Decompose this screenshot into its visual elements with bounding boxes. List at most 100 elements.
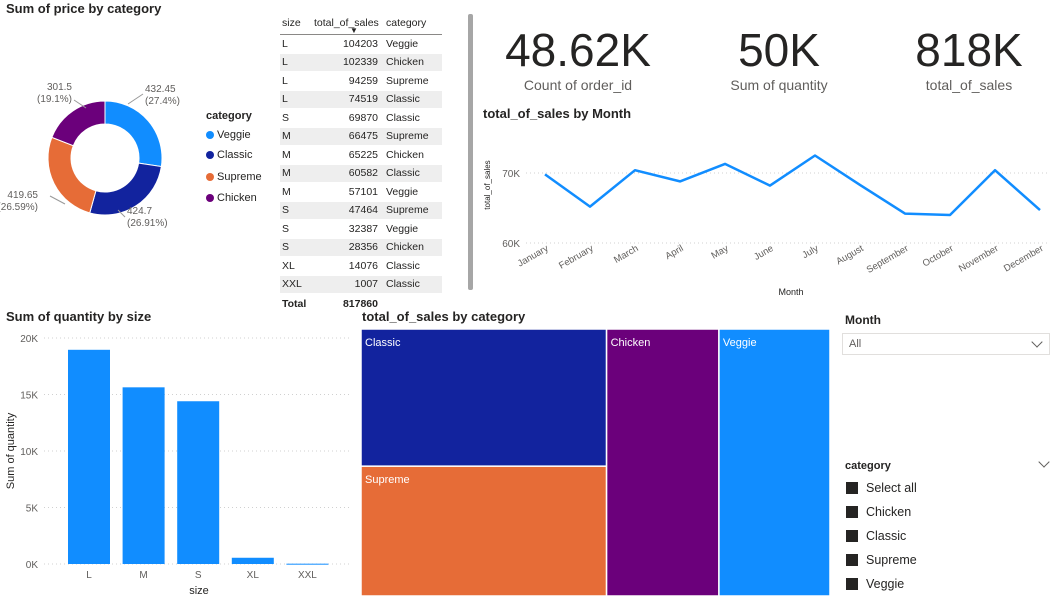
- donut-data-percent: (27.4%): [145, 96, 180, 107]
- bar-m[interactable]: [122, 387, 165, 564]
- line-x-tick-label: January: [516, 243, 551, 270]
- column-header-total-of-sales[interactable]: total_of_sales ▼: [312, 12, 384, 35]
- legend-dot-icon: [206, 151, 214, 159]
- table-row[interactable]: XXL 1007 Classic: [280, 275, 442, 294]
- option-label: Select all: [866, 481, 917, 495]
- cell-total-of-sales: 57101: [312, 182, 384, 202]
- table-row[interactable]: M 57101 Veggie: [280, 182, 442, 202]
- column-header-category[interactable]: category: [384, 12, 442, 35]
- legend-dot-icon: [206, 173, 214, 181]
- bar-s[interactable]: [177, 401, 220, 564]
- table-row[interactable]: L 104203 Veggie: [280, 34, 442, 54]
- bar-l[interactable]: [68, 349, 110, 564]
- bar-x-tick-label: S: [195, 570, 202, 581]
- checkbox-icon: [846, 554, 858, 566]
- donut-slice-supreme[interactable]: [47, 136, 97, 214]
- category-option-classic[interactable]: Classic: [846, 526, 906, 546]
- bar-x-tick-label: L: [86, 570, 92, 581]
- donut-leader-line: [73, 99, 87, 109]
- table-row[interactable]: S 69870 Classic: [280, 108, 442, 128]
- bar-y-tick-label: 5K: [26, 504, 39, 515]
- cell-category: Chicken: [384, 238, 442, 257]
- treemap-tile-label: Classic: [365, 337, 401, 349]
- line-x-tick-label: September: [865, 243, 911, 276]
- cell-total-of-sales: 28356: [312, 238, 384, 257]
- cell-size: L: [280, 34, 312, 54]
- bar-y-tick-label: 0K: [26, 560, 39, 571]
- table-row[interactable]: S 47464 Supreme: [280, 201, 442, 220]
- table-row[interactable]: XL 14076 Classic: [280, 256, 442, 276]
- cell-total-of-sales: 104203: [312, 34, 384, 54]
- table-scrollbar[interactable]: [468, 14, 473, 290]
- cell-total-of-sales: 1007: [312, 275, 384, 294]
- donut-chart-title: Sum of price by category: [6, 1, 162, 16]
- legend-label: Classic: [217, 149, 253, 161]
- treemap-tile-classic[interactable]: [361, 329, 608, 467]
- bar-xl[interactable]: [231, 557, 274, 564]
- line-series[interactable]: [544, 154, 1041, 217]
- cell-category: Chicken: [384, 145, 442, 165]
- table-row[interactable]: M 66475 Supreme: [280, 127, 442, 146]
- cell-size: L: [280, 90, 312, 109]
- cell-category: Supreme: [384, 201, 442, 220]
- cell-size: S: [280, 201, 312, 220]
- line-x-tick-label: February: [557, 243, 596, 272]
- treemap-tile-veggie[interactable]: [718, 329, 831, 597]
- line-x-tick-label: November: [957, 243, 1000, 274]
- chevron-down-icon[interactable]: [1038, 456, 1050, 468]
- legend-item-chicken[interactable]: Chicken: [206, 192, 257, 204]
- donut-data-percent: (26.91%): [127, 218, 168, 229]
- donut-leader-line: [127, 93, 144, 105]
- cell-total-of-sales: 14076: [312, 256, 384, 276]
- table-row[interactable]: S 28356 Chicken: [280, 238, 442, 257]
- month-dropdown[interactable]: All: [842, 333, 1050, 355]
- category-option-select-all[interactable]: Select all: [846, 478, 917, 498]
- cell-total-of-sales: 102339: [312, 53, 384, 72]
- donut-data-label: 419.65: [7, 190, 38, 201]
- table-row[interactable]: L 94259 Supreme: [280, 71, 442, 91]
- total-empty: [384, 293, 442, 315]
- cell-size: M: [280, 145, 312, 165]
- column-header-size[interactable]: size: [280, 12, 312, 35]
- line-chart-title: total_of_sales by Month: [483, 106, 632, 121]
- cell-total-of-sales: 94259: [312, 71, 384, 91]
- legend-dot-icon: [206, 131, 214, 139]
- category-option-veggie[interactable]: Veggie: [846, 574, 904, 594]
- bar-xxl[interactable]: [286, 563, 329, 565]
- category-option-chicken[interactable]: Chicken: [846, 502, 911, 522]
- cell-category: Classic: [384, 275, 442, 294]
- legend-item-veggie[interactable]: Veggie: [206, 129, 251, 141]
- line-x-tick-label: May: [709, 243, 730, 262]
- cell-total-of-sales: 66475: [312, 127, 384, 146]
- cell-total-of-sales: 60582: [312, 164, 384, 183]
- legend-item-classic[interactable]: Classic: [206, 149, 252, 161]
- month-dropdown-value: All: [849, 338, 862, 350]
- cell-total-of-sales: 32387: [312, 219, 384, 239]
- total-label: Total: [280, 293, 312, 315]
- donut-slice-veggie[interactable]: [104, 100, 163, 168]
- cell-size: S: [280, 238, 312, 257]
- treemap-tile-supreme[interactable]: [361, 465, 608, 597]
- table-row[interactable]: M 65225 Chicken: [280, 145, 442, 165]
- bar-y-tick-label: 10K: [20, 447, 38, 458]
- donut-slice-chicken[interactable]: [51, 100, 106, 147]
- cell-size: S: [280, 219, 312, 239]
- line-x-tick-label: August: [834, 243, 865, 267]
- cell-total-of-sales: 69870: [312, 108, 384, 128]
- month-slicer-title: Month: [845, 313, 881, 327]
- bar-chart-title: Sum of quantity by size: [6, 309, 152, 324]
- legend-item-supreme[interactable]: Supreme: [206, 171, 262, 183]
- table-row[interactable]: S 32387 Veggie: [280, 219, 442, 239]
- category-option-supreme[interactable]: Supreme: [846, 550, 917, 570]
- legend-dot-icon: [206, 194, 214, 202]
- card-order-count-label: Count of order_id: [523, 77, 633, 93]
- checkbox-icon: [846, 578, 858, 590]
- line-x-tick-label: December: [1002, 243, 1045, 274]
- option-label: Veggie: [866, 577, 905, 591]
- treemap-tile-chicken[interactable]: [605, 329, 720, 597]
- donut-legend-title: category: [206, 110, 252, 122]
- table-row[interactable]: L 74519 Classic: [280, 90, 442, 109]
- table-row[interactable]: M 60582 Classic: [280, 164, 442, 183]
- donut-data-label: 432.45: [145, 84, 176, 95]
- table-row[interactable]: L 102339 Chicken: [280, 53, 442, 72]
